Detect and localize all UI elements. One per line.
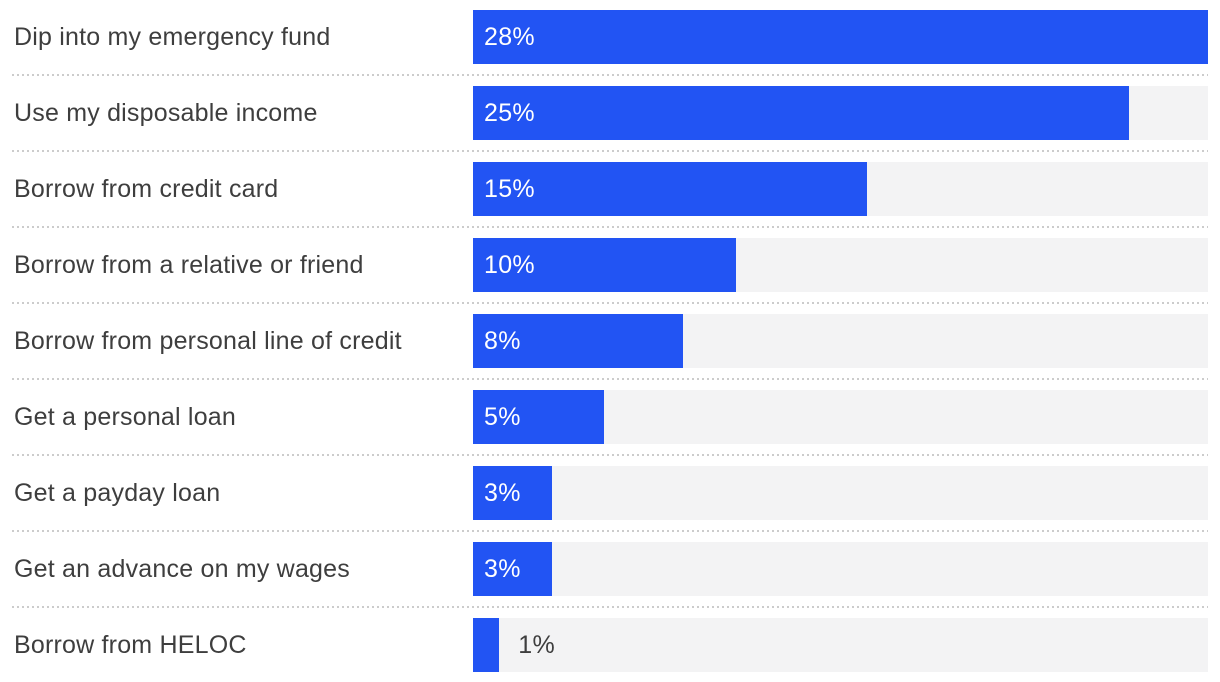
bar-fill: 10% — [473, 238, 736, 292]
row-divider — [12, 226, 1208, 228]
category-label: Dip into my emergency fund — [14, 22, 331, 51]
chart-row: Get a personal loan 5% — [0, 380, 1220, 454]
bar-fill — [473, 618, 500, 672]
category-label: Get a personal loan — [14, 402, 237, 431]
bar-fill: 8% — [473, 314, 683, 368]
value-label: 8% — [484, 326, 521, 355]
value-label: 25% — [484, 98, 535, 127]
row-divider — [12, 454, 1208, 456]
bar-track: 28% — [473, 10, 1208, 64]
category-label: Borrow from credit card — [14, 174, 279, 203]
chart-row: Get a payday loan 3% — [0, 456, 1220, 530]
row-divider — [12, 530, 1208, 532]
bar-track: 8% — [473, 314, 1208, 368]
chart-row: Dip into my emergency fund 28% — [0, 0, 1220, 74]
row-divider — [12, 378, 1208, 380]
row-divider — [12, 302, 1208, 304]
row-divider — [12, 74, 1208, 76]
bar-fill: 5% — [473, 390, 605, 444]
bar-fill: 25% — [473, 86, 1130, 140]
bar-fill: 3% — [473, 542, 552, 596]
chart-row: Use my disposable income 25% — [0, 76, 1220, 150]
category-label: Borrow from personal line of credit — [14, 326, 402, 355]
chart-row: Borrow from credit card 15% — [0, 152, 1220, 226]
chart-row: Borrow from a relative or friend 10% — [0, 228, 1220, 302]
chart-row: Get an advance on my wages 3% — [0, 532, 1220, 606]
chart-row: Borrow from personal line of credit 8% — [0, 304, 1220, 378]
category-label: Get an advance on my wages — [14, 554, 350, 583]
value-label: 3% — [484, 478, 521, 507]
bar-fill: 3% — [473, 466, 552, 520]
bar-track: 15% — [473, 162, 1208, 216]
chart-row: Borrow from HELOC 1% — [0, 608, 1220, 682]
value-label: 5% — [484, 402, 521, 431]
bar-track: 25% — [473, 86, 1208, 140]
category-label: Use my disposable income — [14, 98, 318, 127]
value-label: 15% — [484, 174, 535, 203]
value-label: 10% — [484, 250, 535, 279]
value-label: 28% — [484, 22, 535, 51]
bar-track: 3% — [473, 542, 1208, 596]
value-label: 3% — [484, 554, 521, 583]
category-label: Borrow from a relative or friend — [14, 250, 364, 279]
bar-track: 3% — [473, 466, 1208, 520]
category-label: Borrow from HELOC — [14, 630, 247, 659]
row-divider — [12, 606, 1208, 608]
bar-fill: 28% — [473, 10, 1208, 64]
bar-fill: 15% — [473, 162, 867, 216]
bar-track: 1% — [473, 618, 1208, 672]
category-label: Get a payday loan — [14, 478, 221, 507]
row-divider — [12, 150, 1208, 152]
bar-track: 10% — [473, 238, 1208, 292]
value-label: 1% — [518, 630, 555, 659]
bar-track: 5% — [473, 390, 1208, 444]
